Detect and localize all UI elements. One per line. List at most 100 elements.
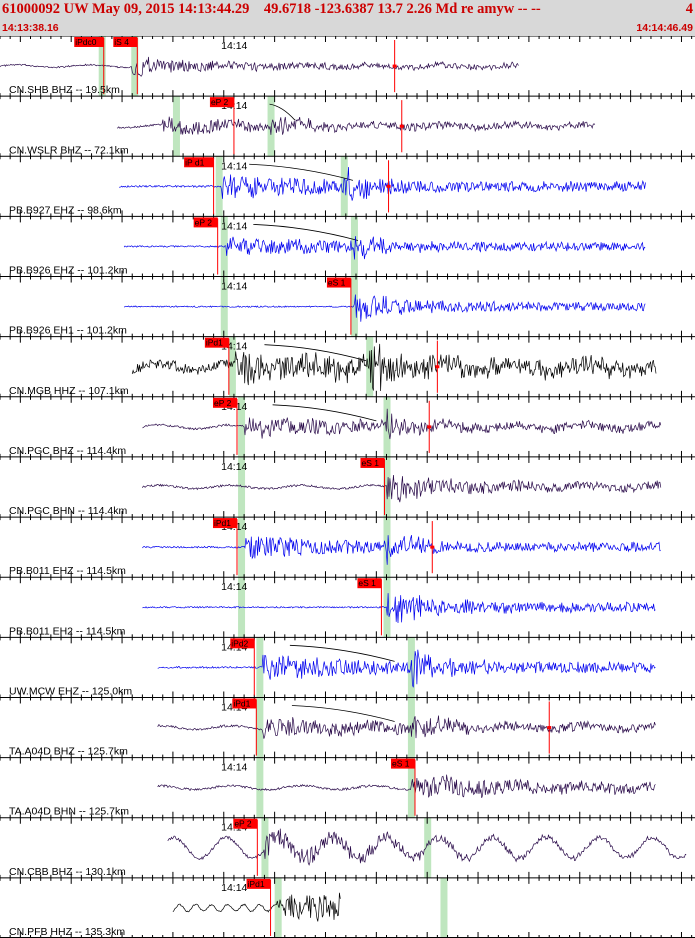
- pick-flag: [204, 337, 229, 348]
- pick-window: [274, 877, 282, 938]
- pick-label: eP 2: [234, 819, 252, 829]
- station-label: TA.A04D BHN -- 125.7km: [9, 806, 129, 818]
- waveform: [131, 343, 657, 392]
- pick-window: [172, 96, 180, 157]
- waveform: [142, 474, 662, 503]
- pick-window: [238, 517, 246, 578]
- station-label: PB.B926 EH1 -- 101.2km: [9, 325, 127, 337]
- tick-label: 14:14: [221, 220, 247, 232]
- tick-label: 14:14: [221, 581, 247, 593]
- traveltime-curve: [264, 344, 367, 362]
- pick-label: iPd1: [206, 338, 223, 348]
- pick-flag: [212, 518, 237, 529]
- waveform: [119, 166, 646, 201]
- pick-label: iPd1: [248, 879, 265, 889]
- trace-panel: 14:14 iP d1 PB.B927 EHZ -- 98.6km: [0, 155, 695, 217]
- waveform: [167, 828, 687, 866]
- trace-panel: 14:14 iPdc0 iS 4 CN.SHB BHZ -- 19.5km: [0, 36, 695, 97]
- pick-window: [424, 817, 432, 878]
- pick-flag: [209, 97, 234, 108]
- waveform: [123, 236, 646, 260]
- pick-label: eS 1: [328, 278, 346, 288]
- pick-label: iPd2: [231, 638, 248, 648]
- pick-label: eS 1: [358, 578, 376, 588]
- pick-flag: [74, 37, 104, 47]
- pick-window: [256, 697, 264, 758]
- pick-window: [261, 817, 269, 878]
- seismogram-plot: 14:14 iPdc0 iS 4 CN.SHB BHZ -- 19.5km 14:14 e…: [0, 36, 695, 938]
- tick-label: 14:14: [221, 40, 247, 52]
- pick-label: eP 2: [211, 97, 229, 107]
- pick-window: [131, 36, 139, 97]
- tick-label: 14:14: [221, 882, 247, 894]
- pick-flag: [357, 578, 382, 589]
- tick-label: 14:14: [221, 461, 247, 473]
- pick-flag: [326, 277, 351, 288]
- waveform: [157, 774, 656, 799]
- pick-window: [407, 697, 415, 758]
- station-label: PB.B926 EHZ -- 101.2km: [9, 265, 128, 277]
- pick-window: [256, 757, 264, 818]
- station-label: CN.PGC BHN -- 114.4km: [9, 505, 127, 517]
- pick-window: [350, 216, 358, 277]
- station-label: PB.B927 EHZ -- 98.6km: [9, 204, 122, 216]
- pick-window: [383, 577, 391, 638]
- traveltime-curve: [249, 163, 354, 181]
- pick-flag: [233, 818, 258, 829]
- page-number: 4: [685, 1, 693, 17]
- waveform: [142, 408, 662, 440]
- pick-window: [238, 396, 246, 457]
- pick-window: [440, 877, 448, 938]
- trace-panel: 14:14iPd1TA.A04D BHZ -- 125.7km: [0, 696, 695, 758]
- pick-window: [98, 36, 106, 97]
- event-title: 61000092 UW May 09, 2015 14:13:44.29 49.…: [2, 1, 541, 17]
- waveform: [142, 535, 661, 565]
- traveltime-curve: [253, 224, 359, 241]
- pick-flag: [230, 638, 255, 649]
- event-header: 61000092 UW May 09, 2015 14:13:44.29 49.…: [0, 0, 695, 36]
- station-label: PB.B011 EHZ -- 114.5km: [9, 565, 126, 577]
- pick-label: eS 1: [392, 759, 410, 769]
- waveform: [157, 649, 656, 688]
- pick-window: [407, 757, 415, 818]
- pick-label: iP d1: [185, 157, 204, 167]
- pick-flag: [212, 397, 237, 408]
- pick-flag: [184, 157, 214, 168]
- waveform: [0, 56, 519, 77]
- station-label: TA.A04D BHZ -- 125.7km: [9, 746, 128, 758]
- station-label: CN.SHB BHZ -- 19.5km: [9, 84, 120, 96]
- station-label: UW.MCW EHZ -- 125.0km: [9, 685, 132, 697]
- station-label: PB.B011 EH2 -- 114.5km: [9, 625, 126, 637]
- trace-panel: 14:14 eP 2 PB.B926 EHZ -- 101.2km: [0, 215, 695, 277]
- pick-flag: [193, 217, 218, 228]
- trace-panel: 14:14 eS 1 TA.A04D BHN -- 125.7km: [0, 757, 695, 818]
- pick-label: iPd1: [233, 698, 250, 708]
- pick-window: [366, 336, 374, 397]
- pick-window: [340, 156, 348, 217]
- trace-panel: 14:14 eS 1 PB.B011 EH2 -- 114.5km: [0, 576, 695, 638]
- traveltime-curve: [272, 404, 377, 422]
- trace-panel: 14:14 iPd1 CN.PFB HHZ -- 135.3km: [0, 877, 695, 938]
- traveltime-curve: [269, 103, 296, 121]
- trace-panel: 14:14 eS 1 CN.PGC BHN -- 114.4km: [0, 456, 695, 518]
- pick-label: iPd1: [214, 518, 231, 528]
- pick-window: [383, 396, 391, 457]
- traveltime-curve: [291, 705, 395, 722]
- pick-window: [256, 637, 264, 698]
- waveform: [123, 294, 646, 322]
- pick-window: [350, 276, 358, 337]
- pick-label: iPdc0: [75, 37, 97, 47]
- start-time: 14:13:38.16: [2, 22, 59, 34]
- pick-flag: [246, 878, 271, 889]
- pick-flag: [390, 758, 415, 769]
- end-time: 14:14:46.49: [636, 22, 693, 34]
- trace-panel: 14:14 eS 1 PB.B926 EH1 -- 101.2km: [0, 276, 695, 337]
- pick-window: [383, 517, 391, 578]
- waveform: [172, 892, 341, 922]
- waveform: [157, 715, 656, 739]
